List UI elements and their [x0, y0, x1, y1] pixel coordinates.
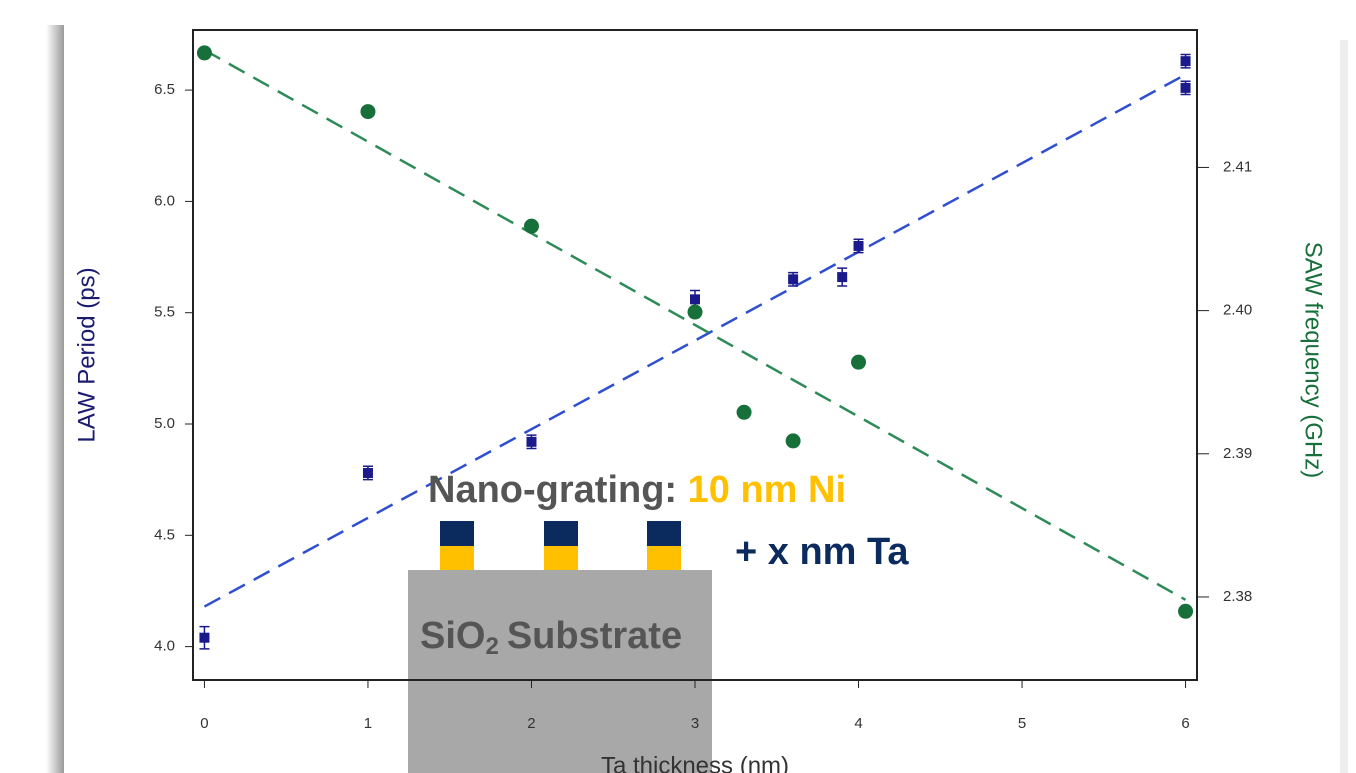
data-point	[362, 467, 373, 478]
ta-layer	[440, 521, 474, 546]
frame-shadow-right	[1340, 40, 1348, 773]
fit-line	[203, 48, 1187, 601]
substrate-prefix: SiO	[420, 615, 485, 657]
ta-label: + x nm Ta	[735, 531, 909, 573]
frame-shadow	[46, 25, 64, 773]
y2-tick-label: 2.40	[1223, 302, 1252, 319]
fit-line	[203, 73, 1187, 608]
data-point	[1178, 603, 1194, 619]
data-point	[736, 404, 752, 420]
data-point	[690, 294, 700, 305]
data-point	[687, 304, 703, 320]
data-point	[788, 274, 799, 285]
x-tick-label: 5	[1018, 715, 1026, 732]
data-point	[785, 433, 801, 449]
ni-layer	[544, 546, 578, 570]
x-tick-label: 2	[527, 715, 535, 732]
grating-label: Nano-grating:	[428, 469, 677, 511]
data-point	[199, 632, 210, 643]
y2-tick-label: 2.39	[1223, 445, 1252, 462]
y-axis-label: LAW Period (ps)	[73, 267, 100, 442]
y-tick-label: 4.0	[154, 638, 175, 655]
x-axis-label: Ta thickness (nm)	[601, 752, 789, 773]
data-point	[853, 240, 864, 251]
data-point	[1180, 56, 1191, 67]
substrate	[408, 570, 712, 773]
y-tick-label: 6.0	[154, 192, 175, 209]
substrate-label: SiO2 Substrate	[420, 615, 682, 660]
substrate-suffix: Substrate	[507, 615, 682, 657]
x-tick-label: 3	[691, 715, 699, 732]
substrate-subscript: 2	[485, 633, 498, 660]
y-tick-label: 5.0	[154, 415, 175, 432]
ta-layer	[544, 521, 578, 546]
y-tick-label: 5.5	[154, 304, 175, 321]
x-tick-label: 6	[1181, 715, 1189, 732]
data-point	[526, 436, 537, 447]
y2-tick-label: 2.41	[1223, 158, 1252, 175]
y-tick-label: 6.5	[154, 81, 175, 98]
y2-tick-label: 2.38	[1223, 588, 1252, 605]
ni-label: 10 nm Ni	[688, 469, 846, 511]
data-point	[1180, 82, 1191, 93]
y2-axis-label: SAW frequency (GHz)	[1300, 242, 1327, 479]
data-point	[837, 272, 848, 283]
x-tick-label: 4	[854, 715, 862, 732]
y-tick-label: 4.5	[154, 526, 175, 543]
data-point	[851, 354, 867, 370]
data-point	[196, 45, 212, 61]
ta-layer	[647, 521, 681, 546]
ni-layer	[647, 546, 681, 570]
data-point	[360, 104, 376, 120]
x-tick-label: 1	[364, 715, 372, 732]
data-point	[523, 218, 539, 234]
inset-label: Nano-grating: 10 nm Ni	[428, 469, 846, 511]
ni-layer	[440, 546, 474, 570]
x-tick-label: 0	[200, 715, 208, 732]
